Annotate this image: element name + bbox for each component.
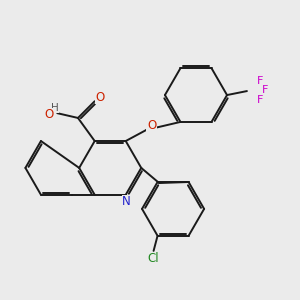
Text: O: O xyxy=(95,91,104,104)
Text: O: O xyxy=(44,108,53,121)
Text: F: F xyxy=(256,95,263,105)
Text: O: O xyxy=(147,119,156,132)
Text: F: F xyxy=(262,85,268,95)
Text: F: F xyxy=(256,76,263,86)
Text: H: H xyxy=(51,103,58,112)
Text: Cl: Cl xyxy=(148,252,159,265)
Text: N: N xyxy=(122,195,131,208)
